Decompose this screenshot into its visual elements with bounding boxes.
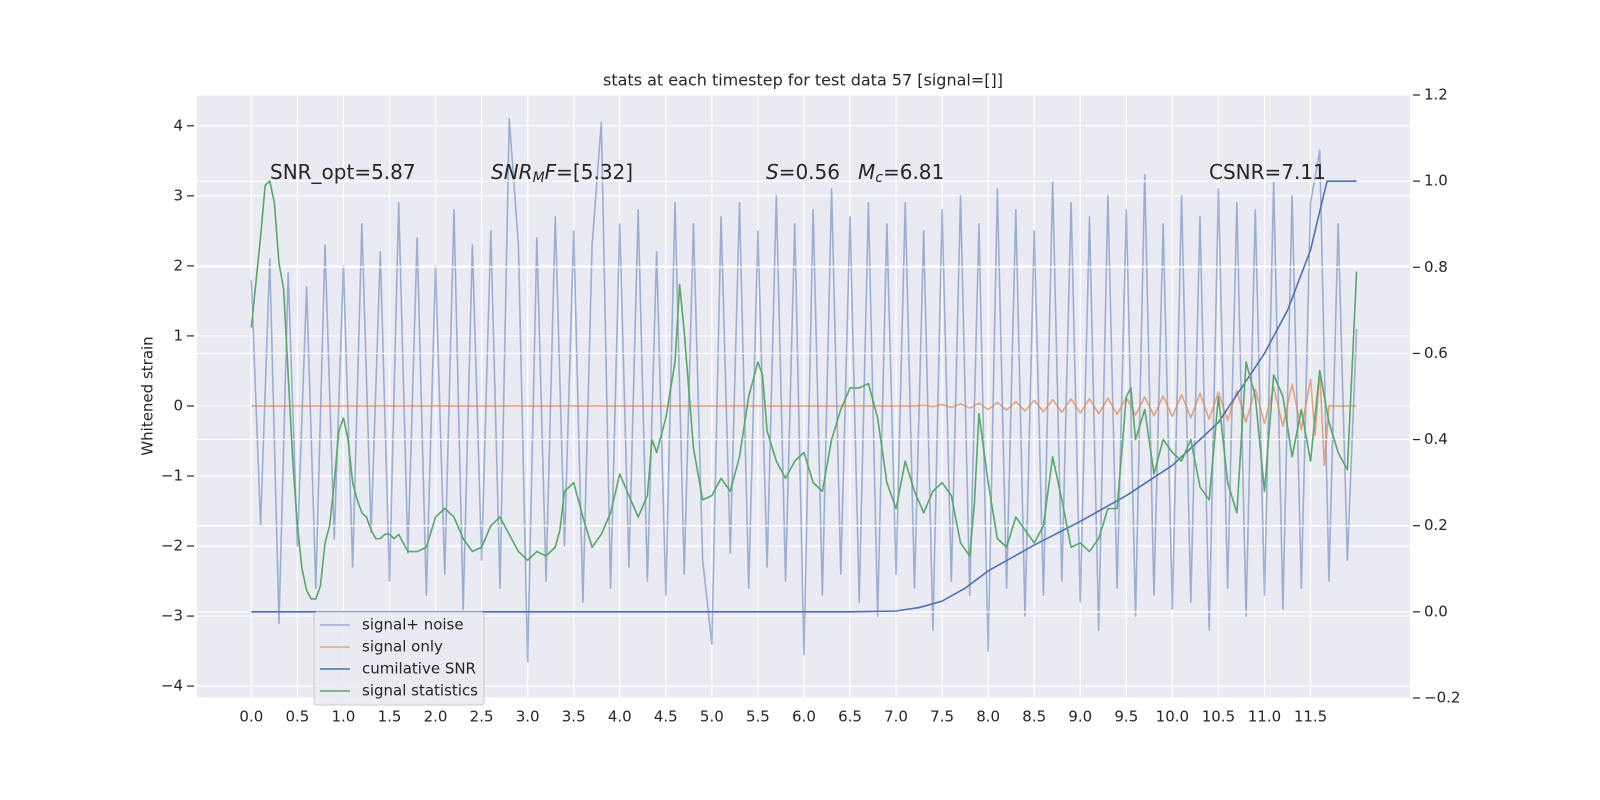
x-tick-label: 9.0 xyxy=(1068,708,1092,726)
annotation-part: c xyxy=(875,170,883,186)
y-tick-label: −4 xyxy=(161,677,183,695)
y2-tick-label: 0.0 xyxy=(1424,602,1448,620)
x-tick-label: 3.0 xyxy=(516,708,540,726)
x-tick-label: 4.0 xyxy=(608,708,632,726)
y2-tick-label: 0.6 xyxy=(1424,344,1448,362)
y-tick-label: 0 xyxy=(173,396,183,414)
y-tick-label: 3 xyxy=(173,186,183,204)
y-tick-label: 1 xyxy=(173,326,183,344)
annotation-part: CSNR=7.11 xyxy=(1209,160,1326,184)
annotation-part: M xyxy=(858,160,875,184)
annotation-part: M xyxy=(533,170,545,186)
x-tick-label: 5.0 xyxy=(700,708,724,726)
x-tick-label: 7.5 xyxy=(930,708,954,726)
series-left xyxy=(250,118,1358,663)
series-line xyxy=(251,370,1357,467)
y-axis-label: Whitened strain xyxy=(139,336,157,455)
x-tick-label: 6.5 xyxy=(838,708,862,726)
ticks: 0.0 0.5 1.0 1.5 2.0 2.5 3.0 3.5 4.0 4.5 5.0 5.5 6.0 6… xyxy=(161,86,1461,726)
y-tick-label: −3 xyxy=(161,607,183,625)
annotation-part: SNR_opt=5.87 xyxy=(270,160,416,184)
annotation: SNR_opt=5.87 xyxy=(270,160,416,184)
annotation-part: =[5.32] xyxy=(556,160,633,184)
x-tick-label: 3.5 xyxy=(562,708,586,726)
x-tick-label: 11.5 xyxy=(1294,708,1327,726)
y2-tick-label: 0.2 xyxy=(1424,516,1448,534)
y-tick-label: −2 xyxy=(161,537,183,555)
y2-tick-label: 0.4 xyxy=(1424,430,1448,448)
x-tick-label: 11.0 xyxy=(1248,708,1281,726)
x-tick-label: 4.5 xyxy=(654,708,678,726)
y-tick-label: −1 xyxy=(161,466,183,484)
series-right xyxy=(250,180,1358,613)
x-tick-label: 0.5 xyxy=(285,708,309,726)
legend-label: cumilative SNR xyxy=(362,660,476,678)
x-tick-label: 8.0 xyxy=(976,708,1000,726)
x-tick-label: 1.0 xyxy=(332,708,356,726)
y2-tick-label: 1.0 xyxy=(1424,172,1448,190)
legend-label: signal only xyxy=(362,638,443,656)
x-tick-label: 7.0 xyxy=(884,708,908,726)
annotation-part: =0.56 xyxy=(779,160,840,184)
legend-label: signal statistics xyxy=(362,682,478,700)
y2-tick-label: −0.2 xyxy=(1424,689,1460,707)
x-tick-label: 2.5 xyxy=(470,708,494,726)
annotation: SNRMF=[5.32] xyxy=(491,160,633,187)
annotations: SNR_opt=5.87 SNRMF=[5.32] S=0.56 Mc=6.81 CSN… xyxy=(270,160,1326,187)
legend-label: signal+ noise xyxy=(362,616,464,634)
x-tick-label: 9.5 xyxy=(1114,708,1138,726)
y2-tick-label: 1.2 xyxy=(1424,86,1448,104)
series-line xyxy=(251,180,1357,613)
y2-tick-label: 0.8 xyxy=(1424,258,1448,276)
x-tick-label: 5.5 xyxy=(746,708,770,726)
x-tick-label: 10.5 xyxy=(1202,708,1235,726)
annotation: S=0.56 xyxy=(766,160,840,184)
x-tick-label: 0.0 xyxy=(239,708,263,726)
legend: signal+ noise signal only cumilative SNR si… xyxy=(313,611,485,706)
legend-box xyxy=(313,611,485,706)
x-tick-label: 2.0 xyxy=(424,708,448,726)
annotation-part: =6.81 xyxy=(883,160,944,184)
series-line xyxy=(250,118,1358,663)
annotation: Mc=6.81 xyxy=(858,160,944,187)
x-tick-label: 6.0 xyxy=(792,708,816,726)
x-tick-label: 10.0 xyxy=(1156,708,1189,726)
x-tick-label: 1.5 xyxy=(378,708,402,726)
y-tick-label: 4 xyxy=(173,116,183,134)
series-line xyxy=(250,180,1358,600)
x-tick-label: 8.5 xyxy=(1022,708,1046,726)
chart-title: stats at each timestep for test data 57 … xyxy=(603,71,1003,90)
y-tick-label: 2 xyxy=(173,256,183,274)
annotation-part: S xyxy=(766,160,779,184)
annotation-part: SNR xyxy=(491,160,533,184)
annotation: CSNR=7.11 xyxy=(1209,160,1326,184)
annotation-part: F xyxy=(545,160,557,184)
